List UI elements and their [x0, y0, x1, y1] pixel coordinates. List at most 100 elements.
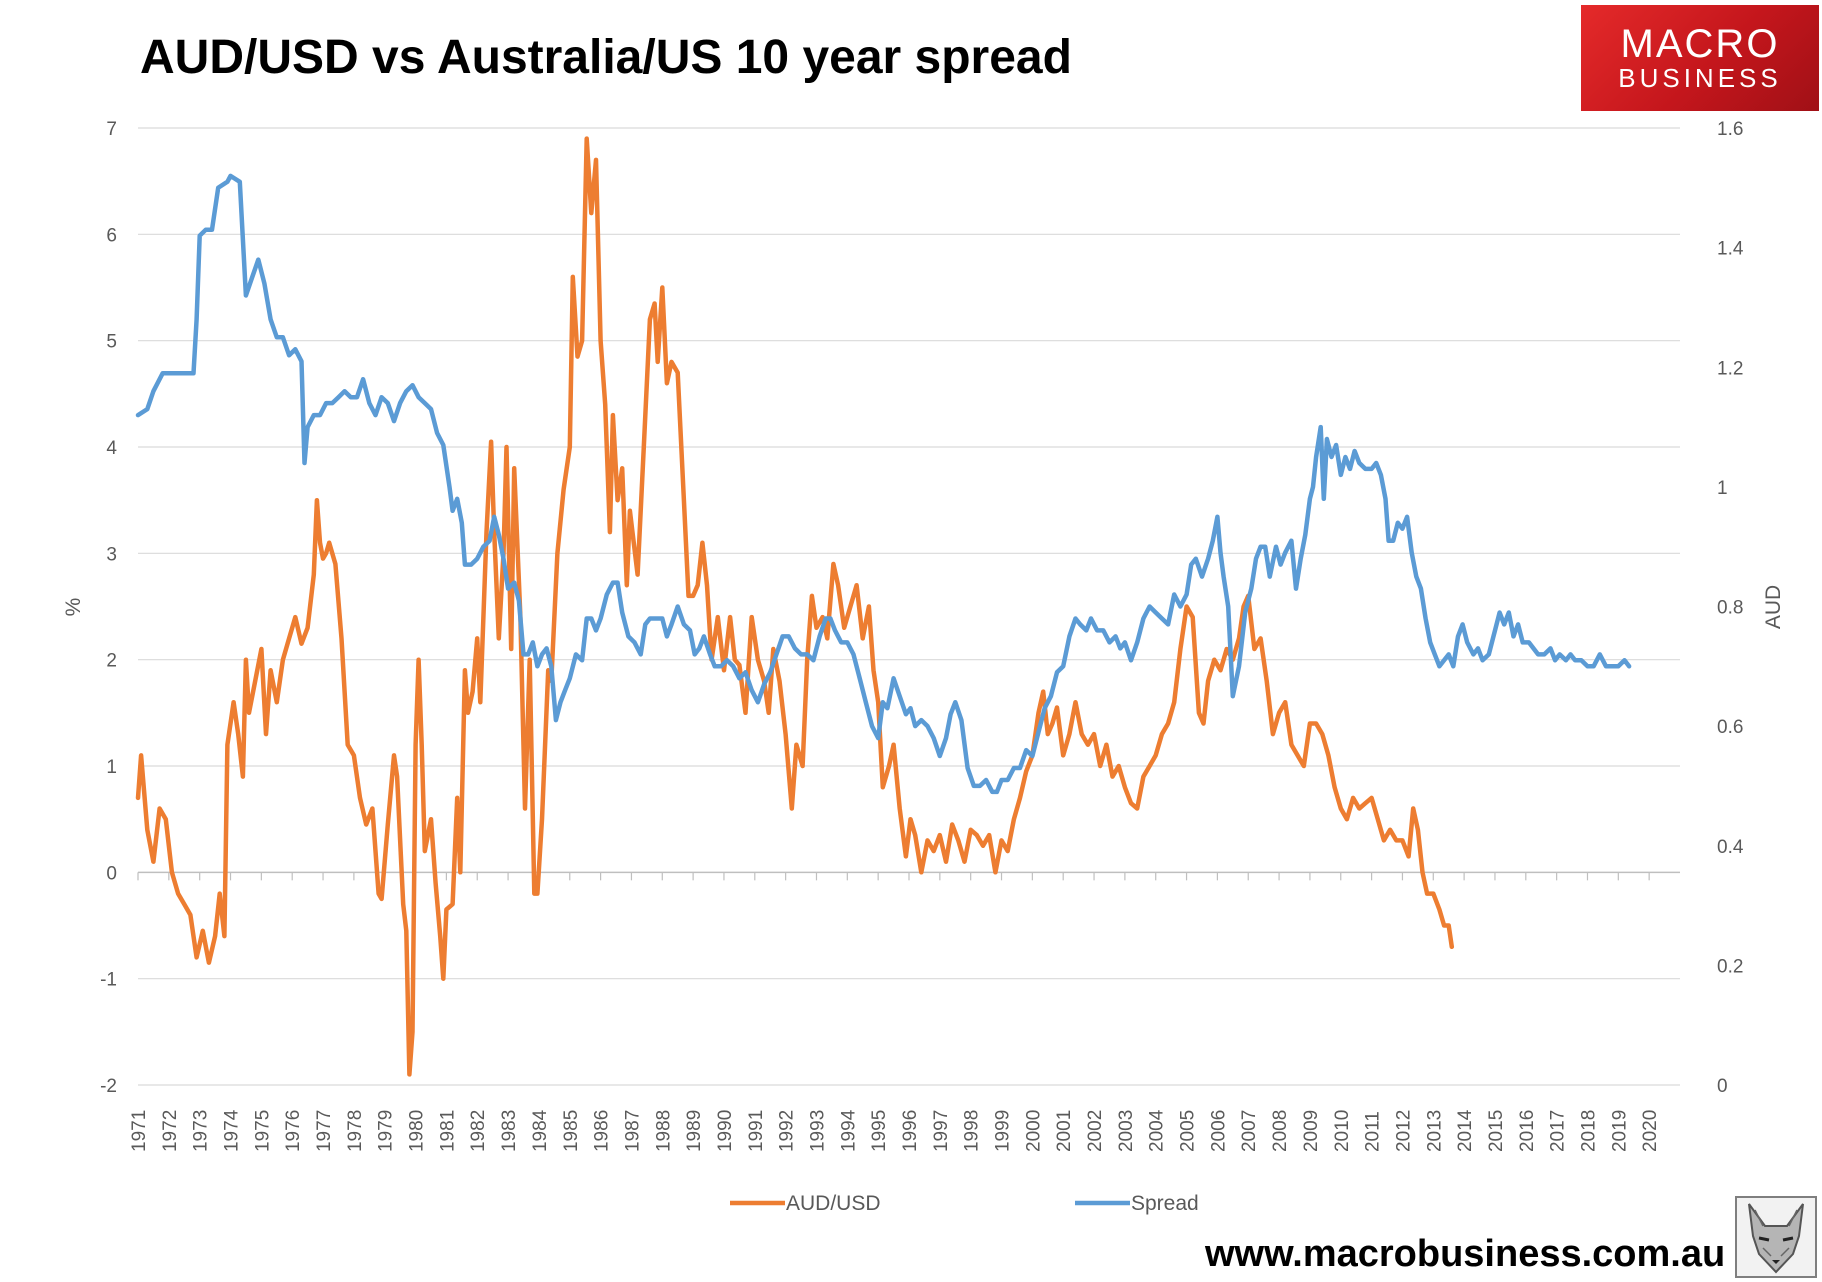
- data-point-aud-usd: [653, 302, 657, 306]
- data-point-aud-usd: [1172, 700, 1176, 704]
- data-point-spread: [512, 581, 516, 585]
- data-point-aud-usd: [716, 615, 720, 619]
- data-point-spread: [1564, 658, 1568, 662]
- data-point-aud-usd: [466, 711, 470, 715]
- data-point-aud-usd: [981, 844, 985, 848]
- data-point-spread: [1294, 587, 1298, 591]
- x-tick-label: 1992: [777, 1110, 798, 1152]
- data-point-aud-usd: [932, 849, 936, 853]
- data-point-spread: [429, 407, 433, 411]
- data-point-aud-usd: [1302, 764, 1306, 768]
- data-point-aud-usd: [963, 860, 967, 864]
- data-point-spread: [404, 389, 408, 393]
- data-point-aud-usd: [1129, 801, 1133, 805]
- data-point-spread: [1037, 730, 1041, 734]
- data-point-spread: [1447, 652, 1451, 656]
- data-point-aud-usd: [340, 636, 344, 640]
- data-point-aud-usd: [1006, 849, 1010, 853]
- website-url[interactable]: www.macrobusiness.com.au: [1205, 1233, 1726, 1275]
- data-point-aud-usd: [938, 833, 942, 837]
- data-point-spread: [367, 401, 371, 405]
- legend: AUD/USD Spread: [730, 1192, 1199, 1215]
- data-point-aud-usd: [722, 668, 726, 672]
- data-point-aud-usd: [648, 317, 652, 321]
- data-point-spread: [1089, 617, 1093, 621]
- data-point-spread: [1532, 646, 1536, 650]
- x-tick-label: 1995: [869, 1110, 890, 1152]
- data-point-aud-usd: [475, 636, 479, 640]
- x-tick-label: 1998: [962, 1110, 983, 1152]
- data-point-aud-usd: [1411, 807, 1415, 811]
- macrobusiness-logo[interactable]: MACRO BUSINESS: [1581, 5, 1819, 111]
- x-tick-label: 1975: [252, 1110, 273, 1152]
- right-tick-label: 0.8: [1717, 598, 1743, 619]
- data-point-spread: [262, 282, 266, 286]
- data-point-aud-usd: [568, 445, 572, 449]
- data-point-spread: [540, 652, 544, 656]
- data-point-aud-usd: [411, 1030, 415, 1034]
- data-point-spread: [1343, 455, 1347, 459]
- data-point-aud-usd: [434, 881, 438, 885]
- data-point-aud-usd: [794, 743, 798, 747]
- data-point-spread: [1521, 640, 1525, 644]
- x-tick-label: 2018: [1578, 1110, 1599, 1152]
- data-point-spread: [1363, 467, 1367, 471]
- data-point-aud-usd: [876, 700, 880, 704]
- data-point-spread: [1414, 575, 1418, 579]
- data-point-spread: [1442, 658, 1446, 662]
- x-tick-label: 2002: [1085, 1110, 1106, 1152]
- data-point-aud-usd: [253, 679, 257, 683]
- data-point-spread: [330, 401, 334, 405]
- data-point-spread: [616, 581, 620, 585]
- data-point-spread: [995, 790, 999, 794]
- data-point-spread: [719, 664, 723, 668]
- data-point-spread: [589, 617, 593, 621]
- data-point-spread: [648, 617, 652, 621]
- data-point-aud-usd: [1431, 892, 1435, 896]
- data-point-spread: [852, 652, 856, 656]
- data-point-spread: [737, 676, 741, 680]
- data-point-aud-usd: [370, 807, 374, 811]
- data-point-aud-usd: [1351, 796, 1355, 800]
- data-point-aud-usd: [1148, 764, 1152, 768]
- data-point-aud-usd: [1407, 854, 1411, 858]
- data-point-aud-usd: [281, 658, 285, 662]
- data-point-spread: [522, 652, 526, 656]
- data-point-spread: [805, 652, 809, 656]
- x-tick-label: 2009: [1301, 1110, 1322, 1152]
- data-point-spread: [1154, 611, 1158, 615]
- data-point-spread: [799, 652, 803, 656]
- data-point-spread: [1391, 539, 1395, 543]
- gridlines: [138, 127, 1680, 1086]
- data-point-spread: [492, 515, 496, 519]
- data-point-aud-usd: [1252, 647, 1256, 651]
- data-point-aud-usd: [404, 929, 408, 933]
- data-point-aud-usd: [176, 892, 180, 896]
- data-point-spread: [451, 509, 455, 513]
- data-point-aud-usd: [182, 902, 186, 906]
- data-point-spread: [1055, 670, 1059, 674]
- data-point-spread: [870, 724, 874, 728]
- data-point-spread: [441, 443, 445, 447]
- data-point-spread: [1000, 778, 1004, 782]
- data-point-aud-usd: [1018, 796, 1022, 800]
- data-point-spread: [811, 658, 815, 662]
- data-point-aud-usd: [603, 403, 607, 407]
- data-point-spread: [1604, 664, 1608, 668]
- data-point-spread: [324, 401, 328, 405]
- data-point-spread: [702, 634, 706, 638]
- data-point-aud-usd: [358, 796, 362, 800]
- data-point-spread: [1101, 628, 1105, 632]
- data-point-spread: [1114, 634, 1118, 638]
- data-point-aud-usd: [407, 1072, 411, 1076]
- data-point-spread: [1178, 605, 1182, 609]
- data-point-aud-usd: [1442, 924, 1446, 928]
- x-tick-label: 2014: [1455, 1109, 1476, 1152]
- data-point-spread: [517, 599, 521, 603]
- data-point-aud-usd: [1185, 605, 1189, 609]
- data-point-aud-usd: [771, 647, 775, 651]
- data-point-spread: [1289, 539, 1293, 543]
- x-tick-label: 2012: [1393, 1110, 1414, 1152]
- data-point-spread: [392, 419, 396, 423]
- data-point-spread: [1299, 557, 1303, 561]
